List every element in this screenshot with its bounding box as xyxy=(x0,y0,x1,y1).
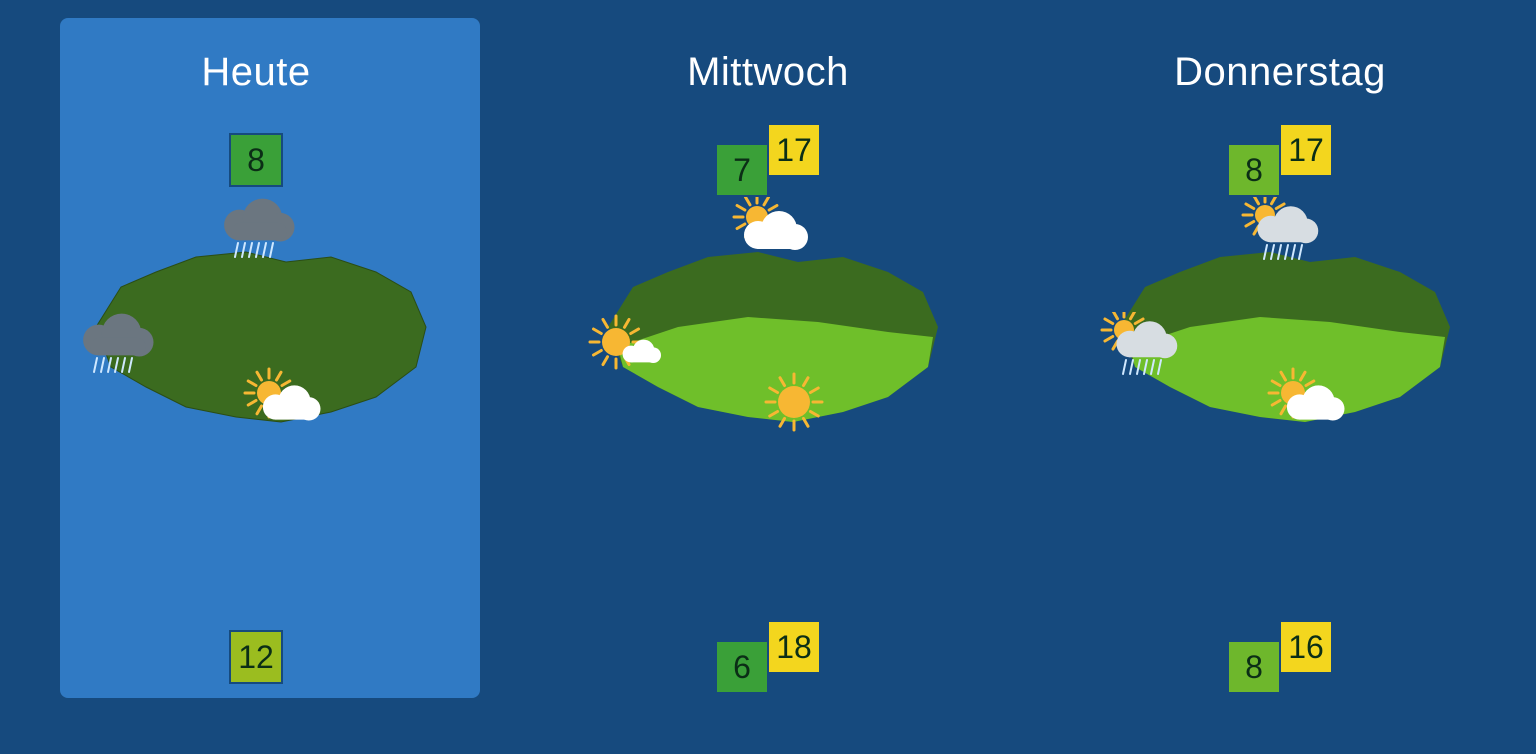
map-wrap xyxy=(1024,217,1536,477)
sun-behind-cloud-icon xyxy=(723,197,813,267)
temp-badge-high: 17 xyxy=(767,123,821,177)
sun-cloud-icon xyxy=(237,367,327,437)
day-card-today[interactable]: Heute 8 12 xyxy=(0,0,512,754)
temps-top: 7 17 xyxy=(512,117,1024,187)
sun-small-cloud-icon xyxy=(582,312,672,382)
temps-bottom: 6 18 xyxy=(512,614,1024,684)
day-title: Mittwoch xyxy=(512,50,1024,95)
map-wrap xyxy=(512,217,1024,477)
sun-icon xyxy=(749,367,839,437)
temps-top: 8 17 xyxy=(1024,117,1536,187)
sun-cloud-icon xyxy=(1261,367,1351,437)
temp-badge-low: 8 xyxy=(1227,143,1281,197)
temp-badge-bottom: 12 xyxy=(229,630,283,684)
day-card-thursday[interactable]: Donnerstag 8 17 8 16 xyxy=(1024,0,1536,754)
temp-badge-high: 17 xyxy=(1279,123,1333,177)
temps-bottom: 12 xyxy=(0,614,512,684)
forecast-row: Heute 8 12 Mittwoch xyxy=(0,0,1536,754)
temp-badge-low: 8 xyxy=(1227,640,1281,694)
sun-cloud-rain-icon xyxy=(1235,197,1325,267)
temp-badge-low: 6 xyxy=(715,640,769,694)
day-card-wednesday[interactable]: Mittwoch 7 17 6 18 xyxy=(512,0,1024,754)
map-wrap xyxy=(0,217,512,477)
temp-badge-low: 7 xyxy=(715,143,769,197)
temp-badge-high: 18 xyxy=(767,620,821,674)
day-title: Heute xyxy=(0,50,512,95)
rain-cloud-icon xyxy=(70,312,160,382)
rain-cloud-icon xyxy=(211,197,301,267)
temp-badge-high: 16 xyxy=(1279,620,1333,674)
temps-bottom: 8 16 xyxy=(1024,614,1536,684)
day-title: Donnerstag xyxy=(1024,50,1536,95)
temps-top: 8 xyxy=(0,117,512,187)
sun-cloud-rain-icon xyxy=(1094,312,1184,382)
temp-badge-top: 8 xyxy=(229,133,283,187)
